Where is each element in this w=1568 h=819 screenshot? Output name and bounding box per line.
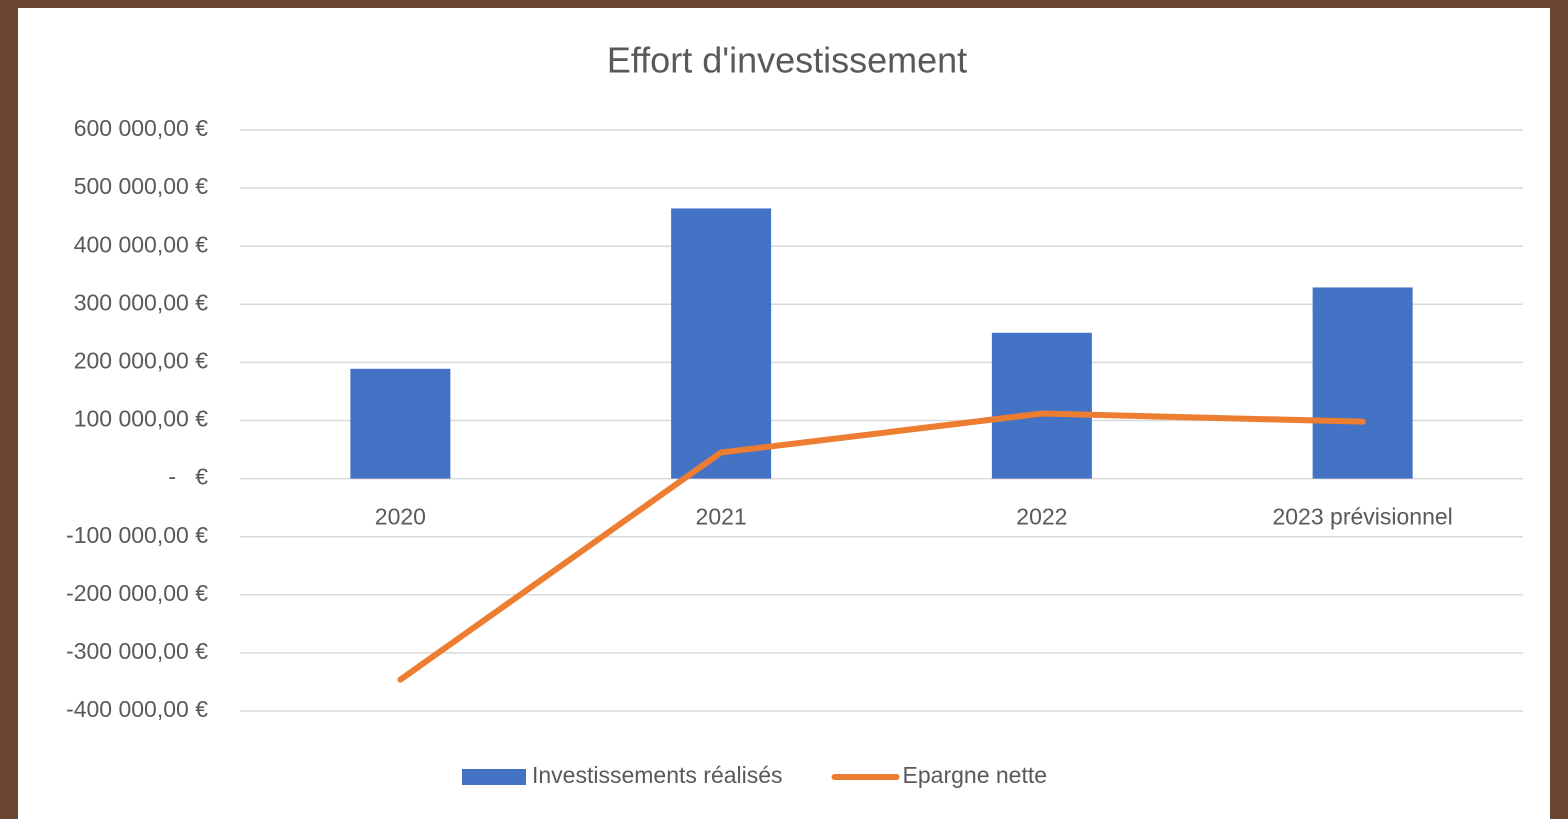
y-tick-label: -400 000,00 €	[66, 696, 208, 722]
bar	[1312, 287, 1413, 479]
bar	[671, 208, 772, 479]
legend-label: Investissements réalisés	[532, 762, 783, 788]
x-tick-label: 2021	[696, 504, 747, 530]
y-tick-label: -300 000,00 €	[66, 638, 208, 664]
y-tick-label: - €	[168, 464, 208, 490]
y-tick-label: 200 000,00 €	[74, 347, 209, 373]
chart-title: Effort d'investissement	[607, 40, 967, 81]
y-tick-label: 600 000,00 €	[74, 115, 209, 141]
y-tick-label: 300 000,00 €	[74, 289, 209, 315]
bar	[991, 332, 1092, 479]
y-tick-label: -200 000,00 €	[66, 580, 208, 606]
x-tick-label: 2022	[1016, 504, 1067, 530]
chart-area	[18, 8, 1550, 819]
y-tick-label: 400 000,00 €	[74, 231, 209, 257]
x-tick-label: 2020	[375, 504, 426, 530]
y-tick-label: -100 000,00 €	[66, 522, 208, 548]
bar	[350, 368, 451, 479]
line	[397, 410, 1366, 683]
y-tick-label: 500 000,00 €	[74, 173, 209, 199]
y-tick-label: 100 000,00 €	[74, 406, 209, 432]
legend-label: Epargne nette	[903, 762, 1048, 788]
x-tick-label: 2023 prévisionnel	[1272, 504, 1452, 530]
legend-swatch	[462, 769, 526, 785]
